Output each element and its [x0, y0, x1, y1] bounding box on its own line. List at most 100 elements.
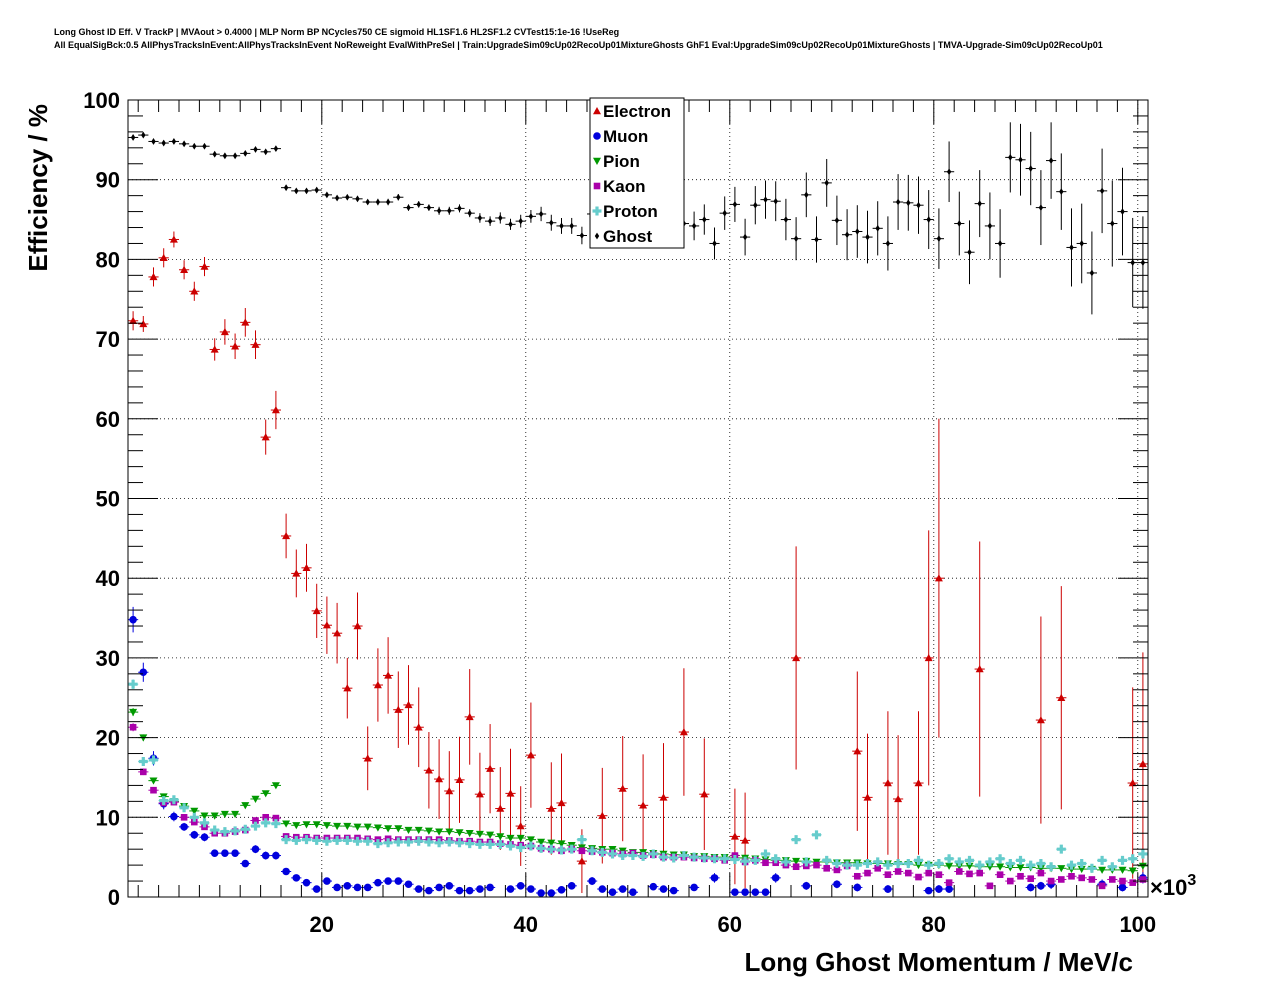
electron-point [883, 779, 892, 787]
electron-point [455, 775, 464, 784]
kaon-point [1058, 876, 1065, 883]
legend-label-kaon: Kaon [603, 177, 646, 196]
pion-point [547, 839, 556, 847]
muon-point [516, 882, 525, 890]
proton-point [128, 679, 138, 689]
muon-point [690, 883, 698, 892]
pion-point [985, 863, 994, 871]
ghost-point [1089, 269, 1095, 277]
proton-point [954, 857, 964, 867]
ghost-point [732, 201, 738, 208]
kaon-point [945, 879, 953, 886]
muon-point [884, 885, 892, 893]
pion-point [1118, 866, 1127, 874]
electron-point [384, 671, 393, 679]
proton-point [546, 844, 556, 854]
kaon-point [1119, 877, 1126, 885]
muon-point [384, 877, 392, 885]
proton-point [587, 846, 597, 856]
kaon-point [976, 869, 983, 877]
muon-point [455, 886, 464, 895]
muon-point [261, 851, 270, 860]
electron-point [343, 684, 352, 692]
electron-point [322, 621, 331, 629]
electron-point [220, 327, 229, 336]
electron-point [894, 794, 903, 803]
proton-point [424, 837, 434, 847]
muon-point [231, 849, 239, 857]
proton-point [801, 857, 811, 867]
proton-point [149, 755, 158, 765]
ghost-point [304, 187, 309, 195]
ghost-point [294, 187, 299, 195]
ghost-point [467, 209, 472, 217]
muon-point [129, 615, 137, 624]
proton-point [638, 851, 648, 861]
electron-point [271, 406, 280, 414]
proton-point [608, 849, 618, 859]
proton-point [965, 855, 975, 865]
electron-point [231, 342, 240, 350]
proton-point [383, 838, 393, 848]
proton-point [200, 818, 209, 828]
muon-point [751, 888, 760, 897]
axis-tick-labels: 0 10 20 30 40 50 60 70 80 90 100 20 40 60 80 100 [83, 88, 1156, 937]
proton-legend-marker [592, 206, 602, 216]
muon-legend-marker [593, 132, 601, 140]
pion-point [210, 812, 219, 820]
ghost-point [202, 142, 207, 150]
pion-point [414, 826, 423, 835]
pion-point [322, 822, 331, 830]
kaon-point [905, 869, 912, 877]
ghost-point [498, 214, 503, 222]
proton-point [750, 855, 760, 865]
kaon-point [762, 859, 769, 867]
kaon-point [986, 882, 994, 890]
proton-point [516, 843, 526, 853]
y-axis-label: Efficiency / % [23, 104, 53, 272]
y-tick-label: 70 [96, 327, 120, 352]
ghost-point [987, 222, 993, 230]
pion-point [241, 802, 250, 810]
electron-point [159, 253, 168, 262]
kaon-point [854, 872, 861, 880]
ghost-point [804, 191, 809, 199]
muon-point [170, 812, 178, 821]
ghost-point [753, 201, 758, 209]
muon-point [1026, 883, 1035, 892]
muon-point [323, 877, 331, 885]
proton-point [1107, 862, 1117, 872]
ghost-point [181, 140, 187, 148]
x-tick-label: 20 [310, 912, 334, 937]
proton-point [761, 849, 771, 859]
proton-point [138, 757, 148, 767]
pion-point [1077, 865, 1086, 874]
ghost-point [793, 235, 799, 243]
electron-point [129, 316, 138, 324]
proton-point [710, 854, 720, 864]
kaon-point [884, 871, 892, 878]
pion-point [516, 834, 525, 843]
electron-point [700, 790, 709, 798]
kaon-point [272, 814, 280, 822]
proton-point [179, 803, 189, 813]
x-tick-label: 40 [514, 912, 538, 937]
ghost-point [283, 184, 289, 192]
ghost-point [865, 233, 870, 241]
kaon-point [1129, 879, 1136, 886]
muon-point [527, 885, 535, 893]
electron-point [1036, 716, 1045, 724]
pion-point [1098, 866, 1107, 874]
electron-point [149, 272, 158, 281]
x-axis-exponent-power: 3 [1187, 872, 1196, 889]
ghost-point [814, 236, 819, 243]
electron-point [547, 804, 556, 812]
muon-point [924, 886, 933, 895]
kaon-point [792, 863, 800, 871]
proton-point [169, 795, 179, 805]
ghost-point [569, 222, 574, 230]
pion-point [455, 829, 464, 837]
muon-point [435, 883, 443, 892]
kaon-point [966, 870, 973, 878]
